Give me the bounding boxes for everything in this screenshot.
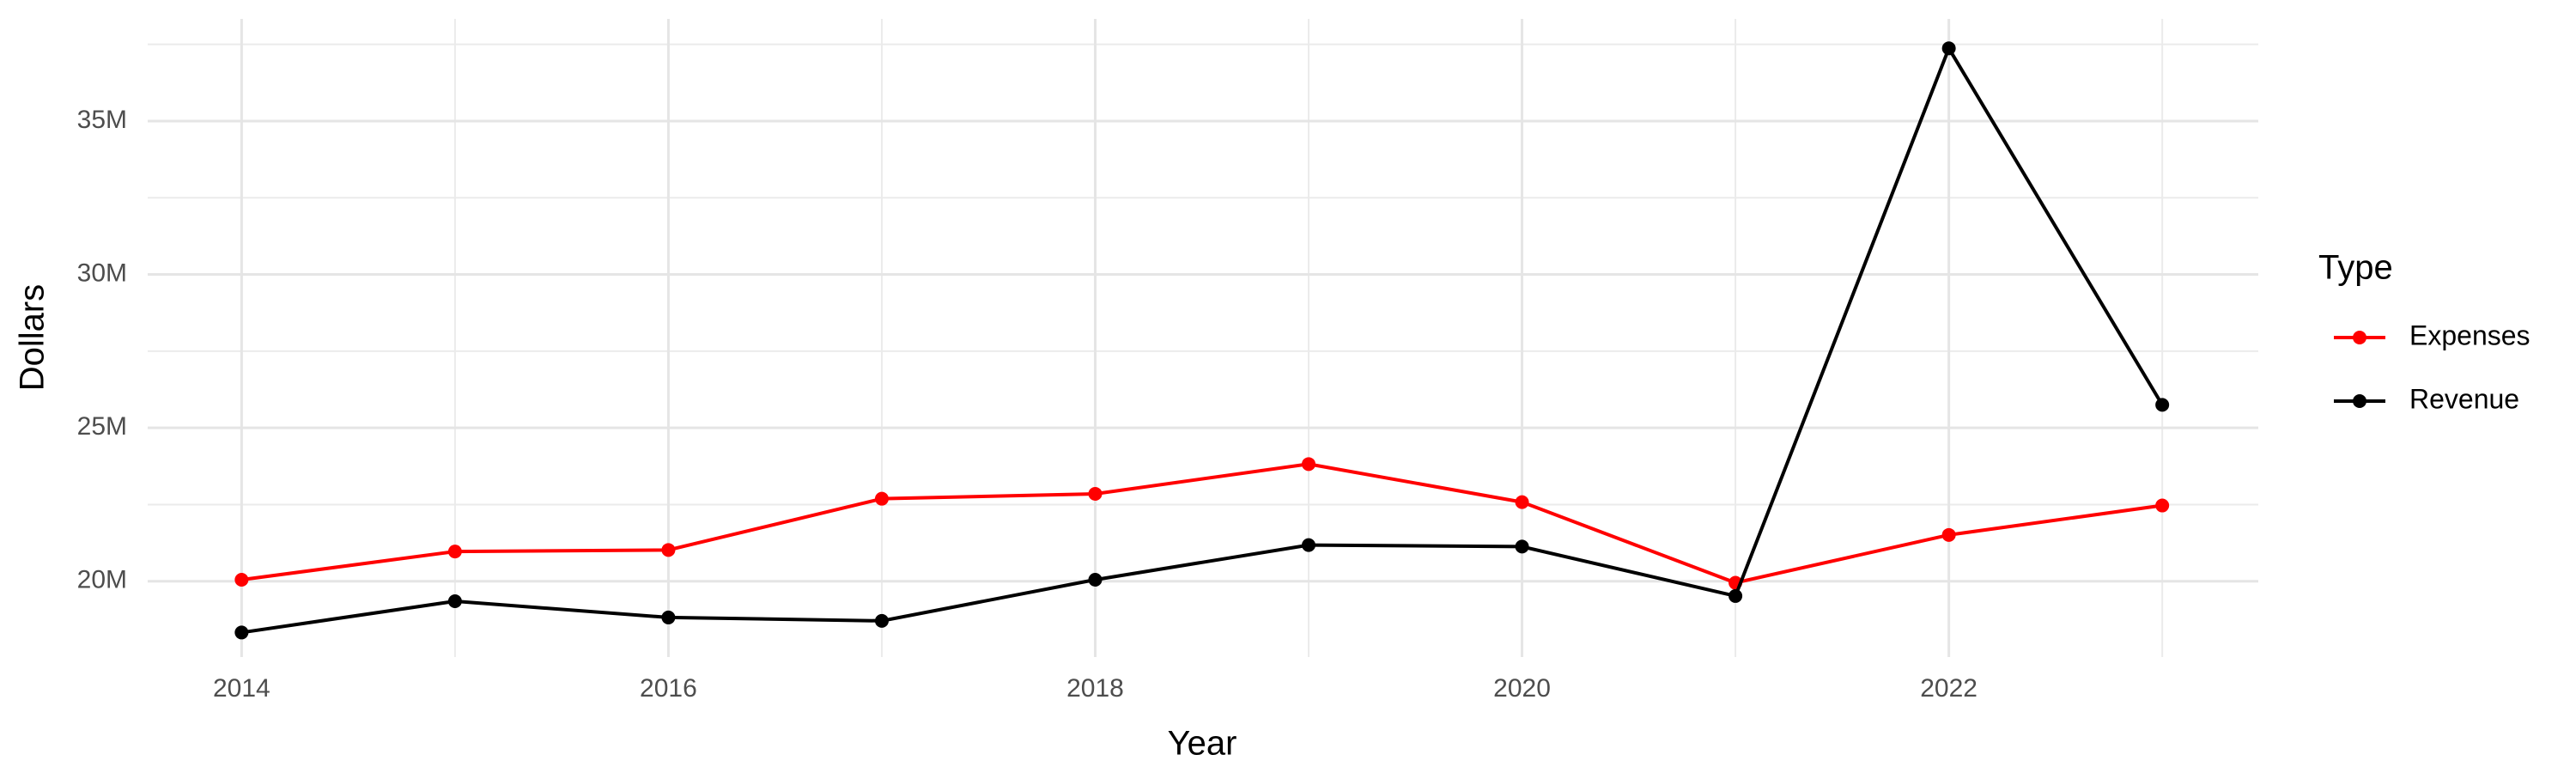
point: [1941, 527, 1956, 542]
point: [447, 545, 462, 559]
point: [1515, 539, 1529, 554]
legend-title: Type: [2318, 249, 2393, 287]
point: [874, 613, 889, 628]
x-tick-label: 2014: [213, 674, 270, 703]
point: [1088, 572, 1103, 587]
point: [661, 543, 676, 557]
legend-label: Expenses: [2409, 320, 2530, 350]
x-axis-label: Year: [1168, 725, 1237, 763]
x-tick-label: 2022: [1920, 674, 1978, 703]
point: [874, 491, 889, 506]
point: [2155, 498, 2170, 513]
point: [234, 572, 249, 587]
legend-point: [2353, 331, 2366, 344]
point: [2155, 398, 2170, 412]
point: [1515, 495, 1529, 509]
point: [1088, 486, 1103, 501]
x-tick-label: 2020: [1493, 674, 1551, 703]
legend-label: Revenue: [2409, 383, 2519, 414]
line: [241, 462, 2163, 585]
y-tick-label: 35M: [77, 106, 127, 134]
point: [234, 625, 249, 640]
point: [661, 610, 676, 624]
x-tick-label: 2016: [640, 674, 697, 703]
point: [1302, 457, 1316, 472]
line: [241, 44, 2164, 635]
legend-point: [2353, 394, 2366, 408]
point: [1302, 538, 1316, 552]
point: [447, 593, 462, 608]
point: [1941, 41, 1956, 56]
x-tick-label: 2018: [1066, 674, 1124, 703]
y-tick-label: 20M: [77, 566, 127, 594]
y-tick-label: 25M: [77, 412, 127, 441]
y-axis-label: Dollars: [14, 284, 52, 391]
point: [1728, 588, 1743, 603]
y-tick-label: 30M: [77, 259, 127, 287]
